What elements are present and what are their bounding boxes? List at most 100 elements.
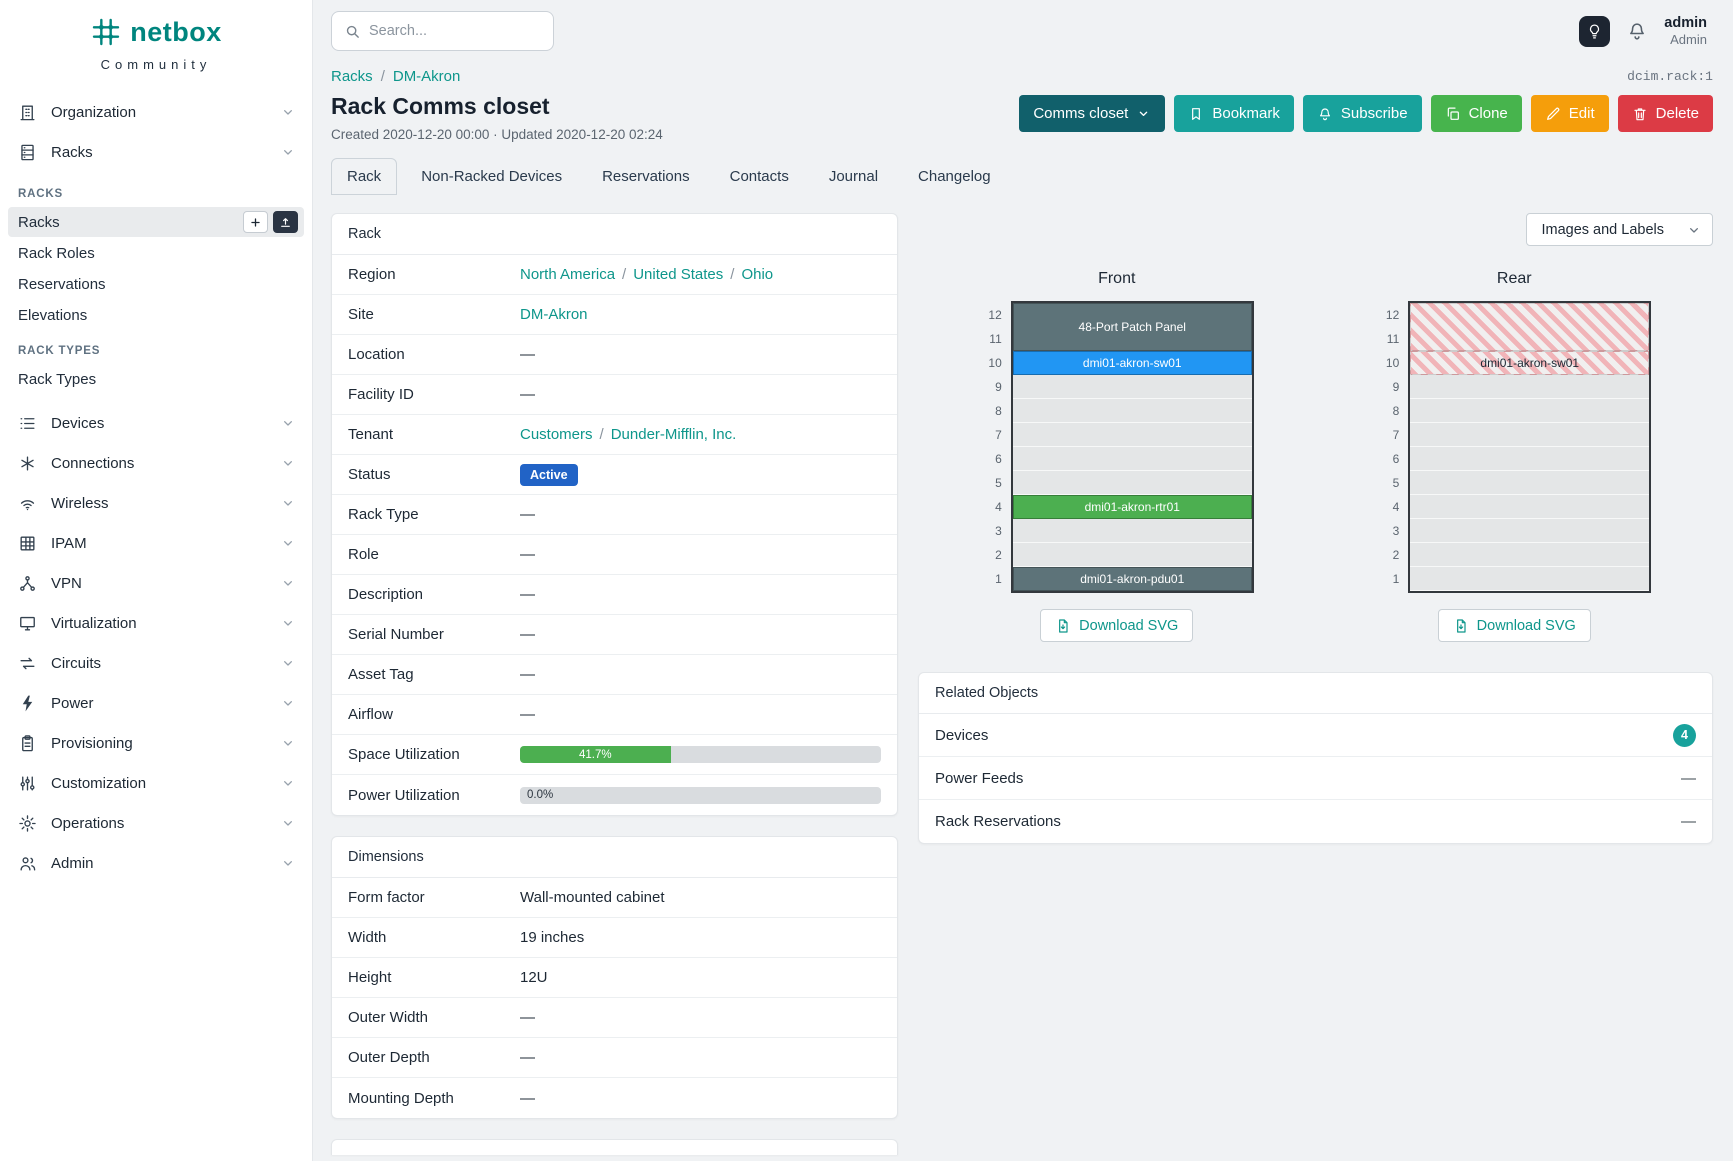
field-label: Description	[348, 586, 424, 603]
sidebar-item-connections[interactable]: Connections	[0, 443, 312, 483]
chevron-down-icon	[280, 615, 296, 631]
breadcrumb-site[interactable]: DM-Akron	[392, 68, 461, 85]
chevron-down-icon	[280, 775, 296, 791]
breadcrumb-racks[interactable]: Racks	[331, 68, 373, 85]
rack-unit-device[interactable]: dmi01-akron-pdu01	[1012, 567, 1252, 591]
rack-unit-device[interactable]: dmi01-akron-sw01	[1012, 351, 1252, 375]
progress-bar: 0.0%	[520, 786, 881, 804]
unit-number: 4	[995, 500, 1002, 514]
field-value: —	[520, 546, 535, 563]
related-object-label[interactable]: Power Feeds	[935, 769, 1024, 787]
sidebar-item-provisioning[interactable]: Provisioning	[0, 723, 312, 763]
field-mounting-depth: Mounting Depth —	[332, 1078, 897, 1118]
tab-journal[interactable]: Journal	[828, 168, 879, 185]
next-card-stub	[331, 1139, 898, 1155]
download-svg-rear-button[interactable]: Download SVG	[1437, 609, 1591, 642]
sidebar-item-devices[interactable]: Devices	[0, 403, 312, 443]
link-customers[interactable]: Customers	[520, 426, 593, 443]
edit-button[interactable]: Edit	[1530, 95, 1609, 132]
rack-unit-device[interactable]: dmi01-akron-sw01	[1410, 351, 1650, 375]
field-airflow: Airflow —	[332, 695, 897, 735]
rack-unit-device[interactable]: dmi01-akron-rtr01	[1012, 495, 1252, 519]
sidebar-item-organization[interactable]: Organization	[0, 92, 312, 132]
field-label: Facility ID	[348, 386, 414, 403]
sidebar-item-admin[interactable]: Admin	[0, 843, 312, 883]
elevation-title-rear: Rear	[1496, 270, 1532, 287]
download-svg-front-button[interactable]: Download SVG	[1040, 609, 1194, 642]
building-icon	[18, 103, 37, 122]
chevron-down-icon	[280, 695, 296, 711]
sidebar-nav-modules: Devices Connections Wireless IPAM VPN Vi…	[0, 403, 312, 883]
sidebar-item-customization[interactable]: Customization	[0, 763, 312, 803]
search-input[interactable]	[369, 23, 556, 39]
object-identifier: dcim.rack:1	[1627, 69, 1713, 84]
related-row-power-feeds: Power Feeds —	[919, 757, 1712, 800]
field-tenant: Tenant Customers / Dunder-Mifflin, Inc.	[332, 415, 897, 455]
rack-unit-empty	[1410, 519, 1650, 543]
tab-reservations[interactable]: Reservations	[602, 168, 690, 185]
chevron-down-icon	[280, 815, 296, 831]
sidebar-subitem-reservations[interactable]: Reservations	[18, 275, 106, 293]
unit-number: 9	[1392, 380, 1400, 394]
link-ohio[interactable]: Ohio	[741, 266, 774, 283]
field-value: —	[520, 506, 535, 523]
sidebar-subitem-rack-types[interactable]: Rack Types	[18, 370, 97, 388]
comms-closet-button[interactable]: Comms closet	[1019, 95, 1166, 132]
brand[interactable]: netbox Community	[0, 0, 312, 82]
sidebar-item-ipam[interactable]: IPAM	[0, 523, 312, 563]
tab-contacts[interactable]: Contacts	[729, 168, 789, 185]
field-label: Space Utilization	[348, 746, 460, 763]
unit-number: 10	[1385, 356, 1400, 370]
file-download-icon	[1453, 618, 1469, 634]
sidebar-item-vpn[interactable]: VPN	[0, 563, 312, 603]
view-selector[interactable]: Images and Labels	[1526, 213, 1713, 246]
search-box[interactable]	[331, 11, 556, 51]
sidebar-item-circuits[interactable]: Circuits	[0, 643, 312, 683]
sidebar-subitem-racks[interactable]: Racks	[8, 207, 304, 237]
link-united-states[interactable]: United States	[633, 266, 724, 283]
customization-icon	[18, 774, 37, 793]
rack-unit-empty	[1410, 375, 1650, 399]
link-dunder-mifflin-inc[interactable]: Dunder-Mifflin, Inc.	[610, 426, 737, 443]
field-power-utilization: Power Utilization 0.0%	[332, 775, 897, 815]
import-button[interactable]	[273, 211, 298, 233]
card-title: Dimensions	[332, 837, 897, 878]
sidebar-item-wireless[interactable]: Wireless	[0, 483, 312, 523]
bookmark-button[interactable]: Bookmark	[1174, 95, 1294, 132]
rack-unit-device[interactable]: 48-Port Patch Panel	[1012, 303, 1252, 351]
tab-rack[interactable]: Rack	[331, 158, 398, 195]
field-facility-id: Facility ID —	[332, 375, 897, 415]
sidebar-item-power[interactable]: Power	[0, 683, 312, 723]
clone-button[interactable]: Clone	[1430, 95, 1522, 132]
sidebar-item-virtualization[interactable]: Virtualization	[0, 603, 312, 643]
theme-toggle-button[interactable]	[1579, 15, 1611, 47]
rack-unit-empty	[1410, 447, 1650, 471]
file-download-icon	[1055, 618, 1071, 634]
notifications-button[interactable]	[1626, 20, 1648, 42]
chevron-down-icon	[280, 735, 296, 751]
user-menu[interactable]: admin Admin	[1664, 14, 1707, 48]
link-dm-akron[interactable]: DM-Akron	[520, 306, 588, 323]
subscribe-button[interactable]: Subscribe	[1302, 95, 1422, 132]
sidebar-subitem-elevations[interactable]: Elevations	[18, 306, 88, 324]
sidebar-subitem-rack-roles[interactable]: Rack Roles	[18, 244, 95, 262]
bookmark-icon	[1188, 106, 1204, 122]
delete-button[interactable]: Delete	[1617, 95, 1713, 132]
add-button[interactable]	[243, 211, 268, 233]
rack-unit-empty	[1012, 447, 1252, 471]
related-object-label[interactable]: Rack Reservations	[935, 813, 1061, 830]
unit-number: 11	[1386, 332, 1400, 346]
related-object-label[interactable]: Devices	[935, 726, 989, 744]
chevron-down-icon	[280, 104, 296, 120]
tab-changelog[interactable]: Changelog	[918, 168, 991, 185]
sidebar-item-operations[interactable]: Operations	[0, 803, 312, 843]
card-title: Rack	[332, 214, 897, 255]
rack-unit-empty	[1410, 423, 1650, 447]
link-north-america[interactable]: North America	[520, 266, 616, 283]
chevron-down-icon	[280, 535, 296, 551]
tab-non-racked-devices[interactable]: Non-Racked Devices	[421, 168, 563, 185]
field-label: Power Utilization	[348, 786, 460, 804]
field-value: —	[520, 1049, 535, 1066]
sidebar-item-racks[interactable]: Racks	[0, 132, 312, 172]
